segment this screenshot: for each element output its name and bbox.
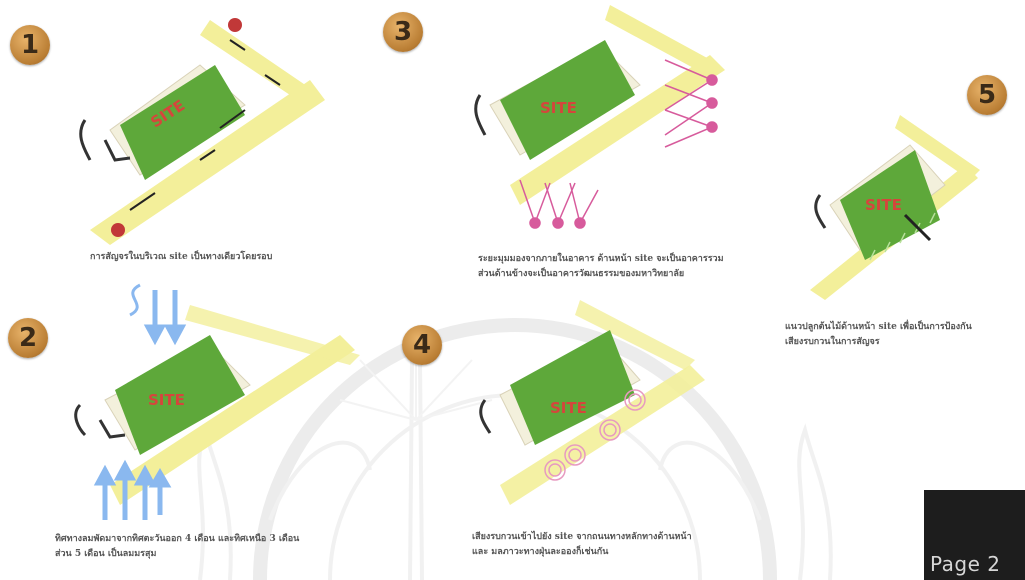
site-label: SITE: [865, 196, 902, 214]
panel-2-map: SITE: [74, 283, 360, 520]
panel-1-map: SITE: [79, 18, 325, 245]
panel-3-map: SITE: [474, 5, 725, 229]
step-2-badge: 2: [8, 318, 48, 358]
step-3-badge: 3: [383, 12, 423, 52]
step-5-badge: 5: [967, 75, 1007, 115]
step-3-caption: ระยะมุมมองจากภายในอาคาร ด้านหน้า site จะ…: [478, 254, 724, 279]
step-4-badge: 4: [402, 325, 442, 365]
step-2-caption: ทิศทางลมพัดมาจากทิศตะวันออก 4 เดือน และท…: [55, 534, 300, 559]
panel-4-map: SITE: [479, 300, 705, 505]
site-label: SITE: [148, 391, 185, 409]
site-label: SITE: [550, 399, 587, 417]
step-4-caption: เสียงรบกวนเข้าไปยัง site จากถนนทางหลักทา…: [472, 532, 692, 557]
step-1-badge: 1: [10, 25, 50, 65]
panel-5-map: SITE: [810, 115, 980, 300]
step-1-caption: การสัญจรในบริเวณ site เป็นทางเดียวโดยรอบ: [90, 252, 273, 262]
page-footer-box: [924, 490, 1025, 580]
step-5-caption: แนวปลูกต้นไม้ด้านหน้า site เพื่อเป็นการป…: [785, 322, 972, 347]
page-number-label: Page 2: [930, 552, 1001, 576]
site-label: SITE: [540, 99, 577, 117]
